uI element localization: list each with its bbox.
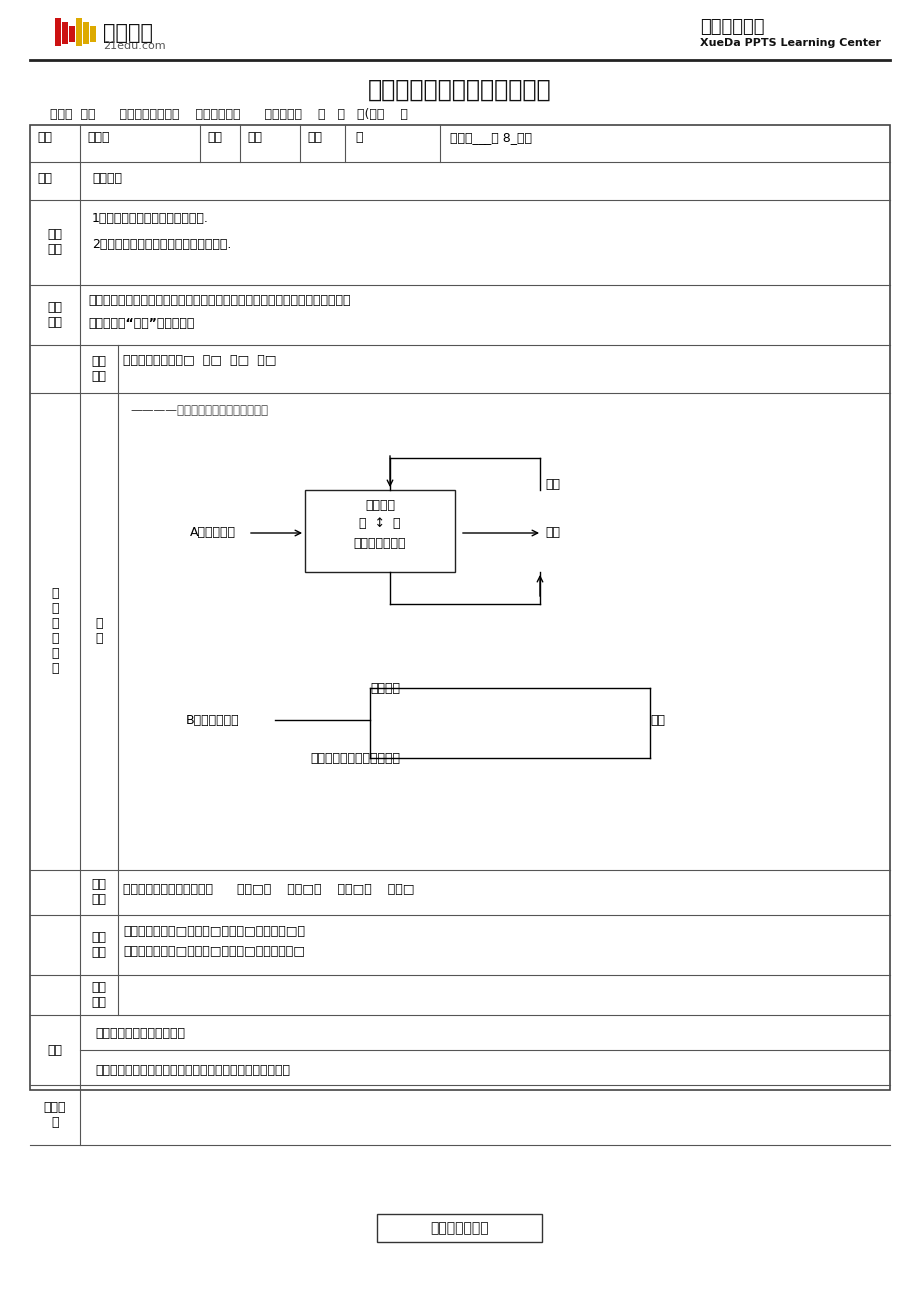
Text: 总课时___第 8_课时: 总课时___第 8_课时: [449, 132, 531, 145]
Text: 教学重点：实际问题转化成数学问题再转化到直角三角形利用勾股定理解决问题: 教学重点：实际问题转化成数学问题再转化到直角三角形利用勾股定理解决问题: [88, 294, 350, 307]
Bar: [377, 1213, 541, 1242]
Text: 此教案与学生上课教案一致。学生签字：＿＿＿＿＿＿＿＿: 此教案与学生上课教案一致。学生签字：＿＿＿＿＿＿＿＿: [95, 1064, 289, 1077]
Text: 学大教育: 学大教育: [103, 23, 153, 43]
Text: 课题: 课题: [37, 172, 52, 185]
Bar: [83, 22, 89, 44]
Bar: [30, 125, 889, 1090]
Bar: [62, 22, 68, 44]
Text: 作业完成情况：优□  良□  中□  差□: 作业完成情况：优□ 良□ 中□ 差□: [123, 354, 277, 367]
Text: 年级: 年级: [207, 132, 221, 145]
Text: A、数形结合: A、数形结合: [190, 526, 236, 539]
Text: 学科：  数学      任课教师：饶彬彬    学管老师：徐      授课时间：    年   月   日(星期    ）: 学科： 数学 任课教师：饶彬彬 学管老师：徐 授课时间： 年 月 日(星期 ）: [50, 108, 407, 121]
Bar: [55, 18, 61, 46]
Bar: [69, 26, 75, 42]
Text: 课堂
检测: 课堂 检测: [91, 931, 107, 960]
Text: 学大教育个性化教学辅导教案: 学大教育个性化教学辅导教案: [368, 78, 551, 102]
Text: 教学
目标: 教学 目标: [48, 228, 62, 256]
Text: 应用: 应用: [650, 713, 664, 727]
Text: 姓名: 姓名: [37, 132, 52, 145]
Text: 2．运用勾股定理解释生活中的实际问题.: 2．运用勾股定理解释生活中的实际问题.: [92, 238, 231, 251]
Text: 关注成长每一天: 关注成长每一天: [430, 1221, 489, 1236]
Text: 教学设计方案: 教学设计方案: [699, 18, 764, 36]
Text: 听课及知识掌握情况反馈：      很好□；    较好□；    一般□；    较差□: 听课及知识掌握情况反馈： 很好□； 较好□； 一般□； 较差□: [123, 883, 414, 896]
Text: 冷盈峰: 冷盈峰: [87, 132, 109, 145]
Text: 教学难点：“转化”思想的应用: 教学难点：“转化”思想的应用: [88, 316, 194, 329]
Text: 难点
重点: 难点 重点: [48, 301, 62, 329]
Text: ————教学具体内容要有提示或附后: ————教学具体内容要有提示或附后: [130, 404, 267, 417]
Text: XueDa PPTS Learning Center: XueDa PPTS Learning Center: [699, 38, 880, 48]
Text: 课
堂
教
学
过
程: 课 堂 教 学 过 程: [51, 587, 59, 674]
Text: 勾股定理: 勾股定理: [369, 681, 400, 694]
Text: 勾股定理: 勾股定理: [365, 499, 394, 512]
Text: 课后
作业: 课后 作业: [91, 980, 107, 1009]
Text: 性别: 性别: [307, 132, 322, 145]
Text: 教学需要：加快□；保持□；放慢□；增加内容□: 教学需要：加快□；保持□；放慢□；增加内容□: [123, 945, 305, 958]
Text: 化归: 化归: [544, 479, 560, 491]
Text: 判定直角三角形的一种方法: 判定直角三角形的一种方法: [310, 751, 400, 764]
Text: 1．运用勾股定理进行简单的计算.: 1．运用勾股定理进行简单的计算.: [92, 212, 209, 225]
Text: 勾股定理逢定理: 勾股定理逢定理: [354, 536, 406, 549]
Text: 教师建
议: 教师建 议: [44, 1101, 66, 1129]
Text: 初二: 初二: [246, 132, 262, 145]
Text: 课堂
表现: 课堂 表现: [91, 878, 107, 906]
Bar: [90, 26, 96, 42]
Text: 应用: 应用: [544, 526, 560, 539]
Text: 签字: 签字: [48, 1043, 62, 1056]
Bar: [305, 490, 455, 572]
Text: 男: 男: [355, 132, 362, 145]
Text: 课前
检查: 课前 检查: [91, 355, 107, 383]
Bar: [76, 18, 82, 46]
Text: 教学主任或教学组长签字：: 教学主任或教学组长签字：: [95, 1027, 185, 1040]
Text: B、直角三角形: B、直角三角形: [186, 713, 240, 727]
Text: 逢  ↕  逢: 逢 ↕ 逢: [358, 517, 401, 530]
Text: 勾股定理: 勾股定理: [92, 172, 122, 185]
Text: 过
程: 过 程: [96, 617, 103, 644]
Text: 测试情况：优秀□；优良□；及格□；不及格□；: 测试情况：优秀□；优良□；及格□；不及格□；: [123, 924, 305, 937]
Text: 21edu.com: 21edu.com: [103, 40, 165, 51]
